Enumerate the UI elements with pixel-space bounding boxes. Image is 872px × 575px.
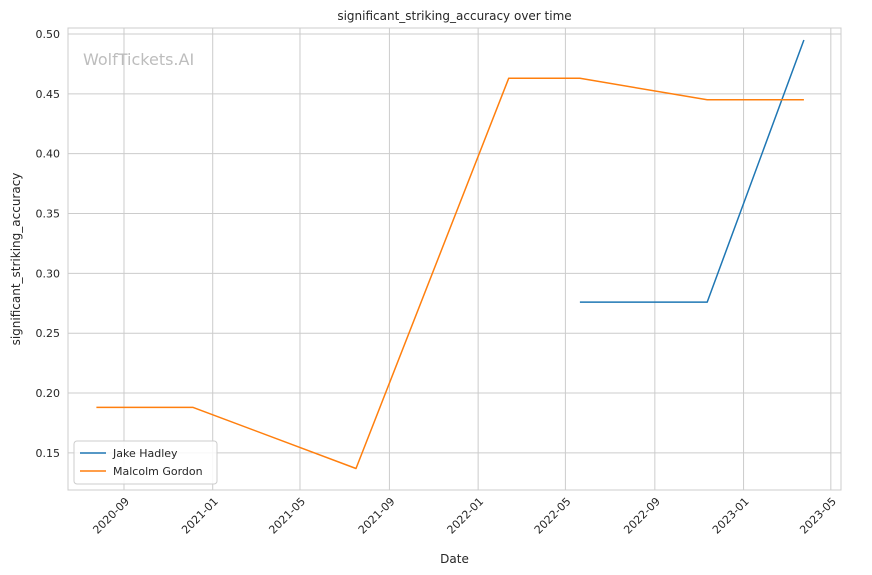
- legend-label-jake-hadley: Jake Hadley: [112, 447, 178, 460]
- y-axis-label: significant_striking_accuracy: [9, 173, 23, 346]
- y-tick-label: 0.50: [36, 28, 61, 41]
- y-tick-label: 0.30: [36, 267, 61, 280]
- legend: Jake Hadley Malcolm Gordon: [73, 440, 218, 485]
- legend-items: Jake Hadley Malcolm Gordon: [80, 447, 203, 478]
- y-tick-label: 0.25: [36, 327, 61, 340]
- series-lines: [96, 39, 805, 470]
- grid: [68, 28, 841, 490]
- legend-frame: [73, 440, 218, 485]
- plot-area-frame: [67, 27, 842, 491]
- series-line-malcolm-gordon: [96, 77, 804, 470]
- chart-title: significant_striking_accuracy over time: [337, 9, 571, 23]
- legend-label-malcolm-gordon: Malcolm Gordon: [113, 465, 203, 478]
- watermark: WolfTickets.AI: [83, 50, 194, 69]
- y-axis-ticks: 0.15 0.20 0.25 0.30 0.35 0.40 0.45 0.50: [36, 28, 61, 460]
- y-tick-label: 0.20: [36, 387, 61, 400]
- y-tick-label: 0.40: [36, 148, 61, 161]
- y-tick-label: 0.45: [36, 88, 61, 101]
- x-axis-label: Date: [440, 552, 469, 566]
- y-tick-label: 0.15: [36, 447, 61, 460]
- y-tick-label: 0.35: [36, 208, 61, 221]
- series-line-jake-hadley: [579, 39, 805, 303]
